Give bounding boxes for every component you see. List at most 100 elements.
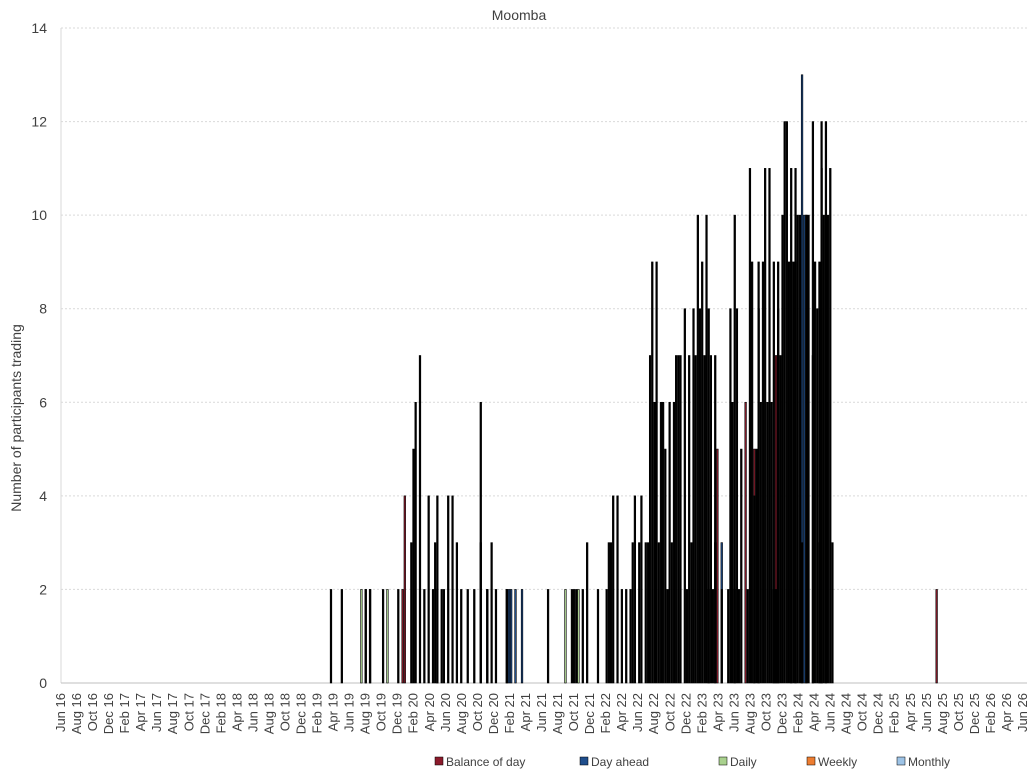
- x-tick-label: Jun 20: [438, 693, 453, 732]
- bar: [703, 355, 706, 684]
- bar: [451, 495, 454, 684]
- bar: [774, 589, 778, 684]
- bar: [772, 261, 775, 684]
- bar: [434, 542, 437, 684]
- bar: [401, 589, 404, 684]
- bar: [735, 308, 739, 684]
- bar: [783, 121, 786, 684]
- bar: [662, 401, 665, 684]
- y-tick-label: 12: [31, 114, 47, 130]
- bar: [381, 589, 385, 684]
- bar: [631, 542, 634, 684]
- bar: [436, 495, 439, 684]
- bar: [620, 589, 623, 684]
- x-tick-label: Feb 24: [791, 693, 806, 733]
- bar: [418, 355, 422, 684]
- bar: [768, 168, 771, 684]
- x-tick-label: Jun 23: [726, 693, 741, 732]
- x-tick-label: Apr 26: [999, 693, 1014, 731]
- x-tick-label: Oct 19: [374, 693, 389, 731]
- bar: [779, 355, 782, 684]
- bar: [820, 121, 823, 684]
- y-tick-label: 10: [31, 207, 47, 223]
- bar: [397, 589, 400, 684]
- x-tick-label: Apr 17: [133, 693, 148, 731]
- x-tick-label: Dec 16: [101, 693, 116, 734]
- x-tick-label: Feb 18: [213, 693, 228, 733]
- bar: [612, 495, 615, 684]
- bar: [757, 261, 760, 684]
- bar: [672, 401, 676, 684]
- bar: [410, 542, 413, 684]
- bar: [796, 214, 799, 684]
- x-tick-label: Feb 26: [983, 693, 998, 733]
- y-tick-layer: 0 2 4 6 8 10 12 14: [31, 20, 47, 691]
- bar: [666, 589, 669, 684]
- bar: [690, 542, 693, 684]
- bar: [781, 214, 784, 684]
- chart-title: Moomba: [492, 7, 547, 23]
- y-tick-label: 8: [39, 301, 47, 317]
- y-tick-label: 14: [31, 20, 47, 36]
- x-tick-label: Dec 19: [390, 693, 405, 734]
- bar: [714, 355, 717, 684]
- x-tick-label: Aug 18: [261, 693, 276, 734]
- bar: [811, 121, 815, 684]
- bar: [683, 308, 686, 684]
- bar: [664, 448, 667, 684]
- legend-swatch: [718, 756, 728, 766]
- bar: [829, 168, 832, 684]
- bar: [447, 495, 450, 684]
- bar: [696, 214, 699, 684]
- x-tick-label: Aug 22: [646, 693, 661, 734]
- bar: [655, 261, 658, 684]
- x-tick-label: Aug 25: [935, 693, 950, 734]
- bar: [657, 542, 660, 684]
- bar: [514, 589, 517, 684]
- bar: [651, 261, 654, 684]
- bar: [455, 542, 459, 684]
- bar: [494, 589, 498, 684]
- bar: [694, 355, 697, 684]
- x-tick-label: Dec 17: [197, 693, 212, 734]
- x-tick-label: Apr 22: [614, 693, 629, 731]
- bar: [412, 448, 415, 684]
- bar: [777, 261, 780, 684]
- bar: [490, 542, 493, 684]
- x-tick-label: Apr 23: [710, 693, 725, 731]
- bar: [386, 589, 389, 684]
- bar: [486, 589, 489, 684]
- bar: [479, 401, 482, 684]
- bar: [640, 495, 643, 684]
- x-tick-label: Aug 16: [69, 693, 84, 734]
- bar: [787, 261, 791, 684]
- bar: [720, 589, 723, 684]
- x-tick-label: Aug 21: [550, 693, 565, 734]
- x-tick-label: Oct 20: [470, 693, 485, 731]
- bar: [505, 589, 508, 684]
- bar: [803, 214, 806, 684]
- bar: [707, 308, 710, 684]
- bar: [753, 495, 756, 684]
- legend-label: Monthly: [908, 755, 950, 769]
- bar: [798, 214, 802, 684]
- bar: [368, 589, 372, 684]
- bar: [460, 589, 463, 684]
- bar: [440, 589, 443, 684]
- bar: [748, 168, 752, 684]
- bar: [679, 355, 682, 684]
- y-tick-label: 0: [39, 675, 47, 691]
- bar: [744, 401, 747, 684]
- bar: [677, 355, 680, 684]
- x-tick-layer: Jun 16 Aug 16 Oct 16 Dec 16 Feb 17 Apr 17 Jun …: [53, 693, 1030, 734]
- bar: [573, 589, 576, 684]
- x-tick-label: Feb 25: [887, 693, 902, 733]
- x-tick-label: Apr 24: [807, 693, 822, 731]
- x-tick-label: Oct 21: [566, 693, 581, 731]
- bar: [473, 589, 476, 684]
- x-tick-label: Apr 18: [229, 693, 244, 731]
- bar: [431, 589, 435, 684]
- x-tick-label: Feb 19: [310, 693, 325, 733]
- bar: [596, 589, 600, 684]
- bar: [729, 308, 732, 684]
